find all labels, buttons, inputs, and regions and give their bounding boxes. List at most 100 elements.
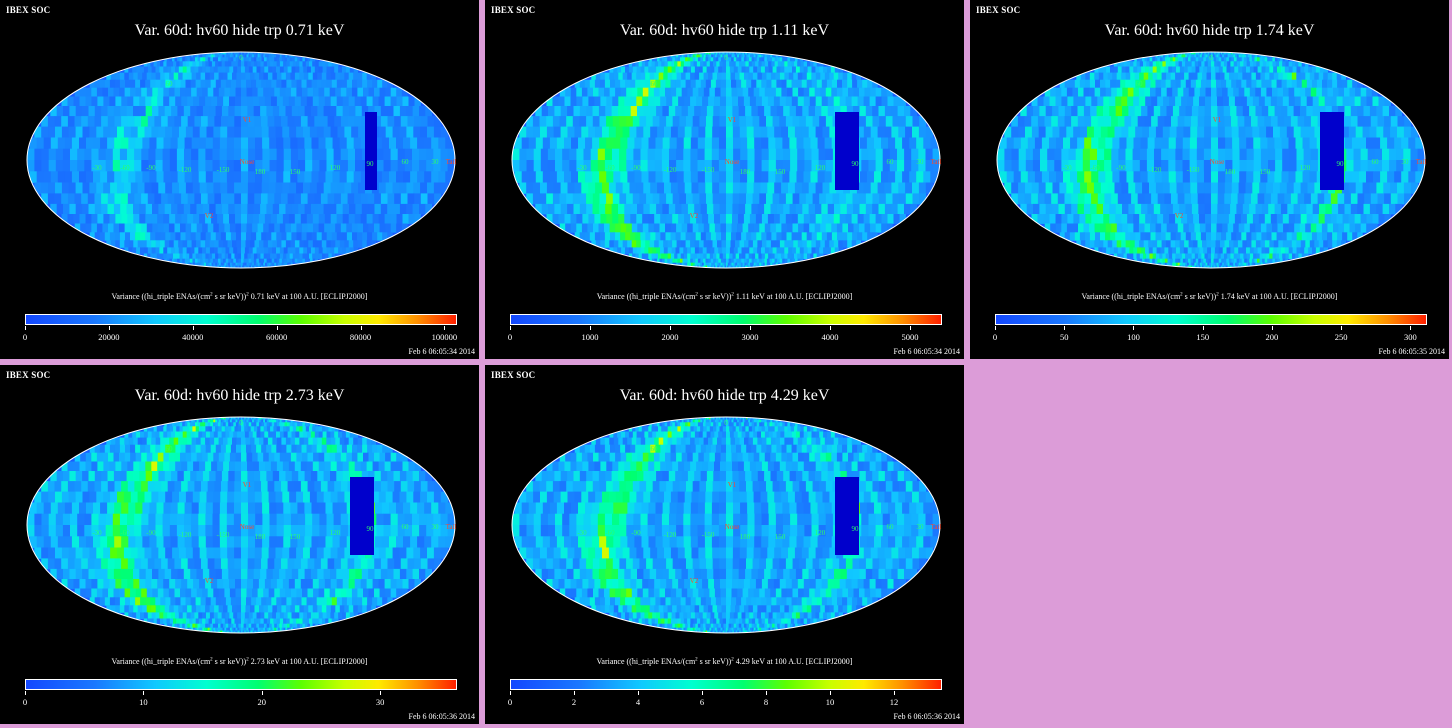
grid-label: -30: [577, 529, 587, 537]
map-marker-label: Tail: [1416, 158, 1427, 166]
map-panel: IBEX SOC Var. 60d: hv60 hide trp 1.11 ke…: [485, 0, 964, 359]
grid-label: 30: [432, 523, 440, 531]
grid-label: -120: [664, 166, 677, 174]
grid-label: -90: [146, 164, 156, 172]
grid-label: 180: [255, 168, 266, 176]
colorbar-tick-label: 2000: [661, 332, 679, 342]
timestamp: Feb 6 06:05:36 2014: [893, 712, 960, 721]
panel-title: Var. 60d: hv60 hide trp 0.71 keV: [134, 22, 345, 39]
grid-label: 180: [740, 533, 751, 541]
colorbar-tick-label: 0: [22, 332, 28, 342]
grid-label: 120: [330, 164, 341, 172]
timestamp: Feb 6 06:05:34 2014: [408, 347, 475, 356]
grid-label: -150: [702, 166, 715, 174]
grid-label: -120: [1149, 166, 1162, 174]
map-marker-label: Nose: [1210, 158, 1224, 166]
map-marker-label: Nose: [725, 158, 739, 166]
colorbar: [25, 314, 457, 325]
colorbar-tick-label: 80000: [349, 332, 372, 342]
no-data-region: [365, 112, 377, 190]
map-marker-label: 60: [1136, 80, 1144, 88]
skymap: 60 V1 Nose V2 Tail -30 -60 -90 -120 -150 180 150 120…: [25, 50, 457, 270]
colorbar-tick: [894, 691, 895, 695]
skymap-svg: 60 V1 Nose V2 Tail -30 -60 -90 -120 -150 180 150 120…: [996, 51, 1427, 269]
grid-label: 30: [1402, 158, 1410, 166]
map-marker-label: Tail: [931, 523, 942, 531]
colorbar-tick: [590, 326, 591, 330]
brand-label: IBEX SOC: [491, 370, 536, 380]
colorbar-tick-label: 8: [763, 697, 769, 707]
grid-label: -30: [92, 164, 102, 172]
map-panel: IBEX SOC Var. 60d: hv60 hide trp 0.71 ke…: [0, 0, 479, 359]
colorbar-tick: [1410, 326, 1412, 330]
colorbar-tick-label: 10: [139, 697, 148, 707]
panel-title: Var. 60d: hv60 hide trp 4.29 keV: [619, 387, 830, 404]
panel-title: Var. 60d: hv60 hide trp 1.74 keV: [1104, 22, 1315, 39]
map-marker-label: V1: [728, 481, 737, 489]
grid-label: -60: [605, 529, 615, 537]
timestamp: Feb 6 06:05:35 2014: [1378, 347, 1445, 356]
timestamp: Feb 6 06:05:34 2014: [893, 347, 960, 356]
grid-label: 120: [1300, 164, 1311, 172]
grid-label: 150: [1260, 168, 1271, 176]
colorbar-tick: [910, 326, 911, 330]
grid-label: 150: [290, 533, 301, 541]
colorbar-tick: [830, 691, 831, 695]
grid-label: 0: [239, 419, 243, 427]
grid-label: 90: [852, 525, 860, 533]
panel-title: Var. 60d: hv60 hide trp 1.11 keV: [619, 22, 830, 39]
grid-label: 180: [255, 533, 266, 541]
skymap-svg: 60 V1 Nose V2 Tail -30 -60 -90 -120 -150 180 150 120…: [511, 51, 941, 269]
grid-label: 150: [775, 168, 786, 176]
brand-label: IBEX SOC: [6, 370, 51, 380]
map-marker-label: 60: [651, 445, 659, 453]
colorbar-tick-label: 1000: [581, 332, 599, 342]
map-marker-label: 60: [651, 80, 659, 88]
colorbar-tick: [1271, 326, 1273, 330]
grid-label: -60: [605, 164, 615, 172]
grid-label: 0: [724, 419, 728, 427]
colorbar-caption: Variance ((hi_triple ENAs/(cm2 s sr keV)…: [111, 292, 368, 301]
colorbar-tick-label: 200: [1265, 332, 1279, 342]
grid-label: 180: [740, 168, 751, 176]
colorbar: [510, 314, 942, 325]
no-data-region: [1320, 112, 1344, 190]
colorbar-tick-label: 40000: [182, 332, 204, 342]
colorbar-tick: [995, 326, 996, 330]
map-marker-label: Tail: [446, 158, 457, 166]
map-marker-label: 60: [166, 445, 174, 453]
brand-label: IBEX SOC: [6, 5, 51, 15]
colorbar-tick-label: 30: [375, 697, 385, 707]
colorbar-tick: [444, 326, 446, 330]
colorbar-tick: [766, 691, 767, 695]
no-data-region: [350, 477, 374, 555]
colorbar-tick-label: 50: [1059, 332, 1069, 342]
skymap: 60 V1 Nose V2 Tail -30 -60 -90 -120 -150 180 150 120…: [510, 50, 942, 270]
grid-label: 120: [815, 164, 826, 172]
colorbar-tick-label: 0: [992, 332, 998, 342]
map-marker-label: Nose: [240, 158, 254, 166]
grid-label: 30: [917, 523, 925, 531]
map-marker-label: V2: [690, 212, 699, 220]
map-panel: IBEX SOC Var. 60d: hv60 hide trp 1.74 ke…: [970, 0, 1449, 359]
no-data-region: [835, 477, 859, 555]
grid-label: 30: [917, 158, 925, 166]
grid-label: 30: [432, 158, 440, 166]
colorbar-tick-label: 150: [1196, 332, 1210, 342]
grid-label: -60: [120, 164, 130, 172]
grid-label: 0: [239, 54, 243, 62]
colorbar-tick-label: 20000: [98, 332, 120, 342]
grid-label: -90: [631, 164, 641, 172]
colorbar-tick-label: 300: [1404, 332, 1417, 342]
grid-label: -150: [1187, 166, 1200, 174]
colorbar-tick-label: 250: [1334, 332, 1348, 342]
colorbar-caption: Variance ((hi_triple ENAs/(cm2 s sr keV)…: [1081, 292, 1338, 301]
brand-label: IBEX SOC: [976, 5, 1021, 15]
grid-label: 60: [402, 158, 410, 166]
grid-label: 60: [1372, 158, 1380, 166]
colorbar-tick-label: 100: [1127, 332, 1140, 342]
colorbar-tick: [638, 691, 639, 695]
colorbar-caption: Variance ((hi_triple ENAs/(cm2 s sr keV)…: [596, 657, 853, 666]
colorbar-caption: Variance ((hi_triple ENAs/(cm2 s sr keV)…: [596, 292, 853, 301]
brand-label: IBEX SOC: [491, 5, 536, 15]
